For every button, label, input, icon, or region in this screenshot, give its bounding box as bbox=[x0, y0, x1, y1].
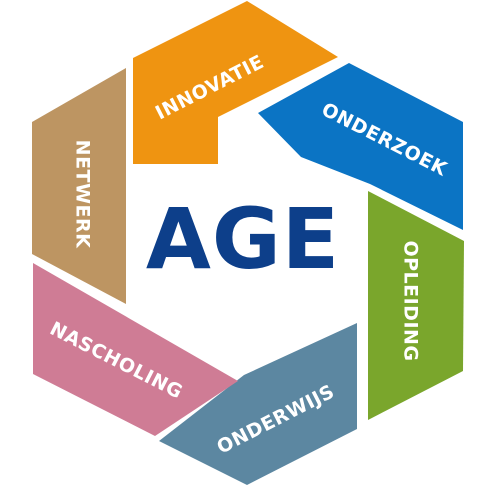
segment-netwerk bbox=[32, 68, 126, 304]
label-netwerk: NETWERK bbox=[72, 140, 94, 249]
segment-onderzoek bbox=[258, 63, 463, 230]
segment-nascholing bbox=[33, 263, 238, 436]
segment-opleiding bbox=[368, 191, 464, 420]
segment-innovatie bbox=[133, 1, 338, 164]
segment-onderwijs bbox=[159, 323, 357, 485]
label-opleiding: OPLEIDING bbox=[400, 240, 422, 361]
center-title: AGE bbox=[146, 190, 340, 288]
